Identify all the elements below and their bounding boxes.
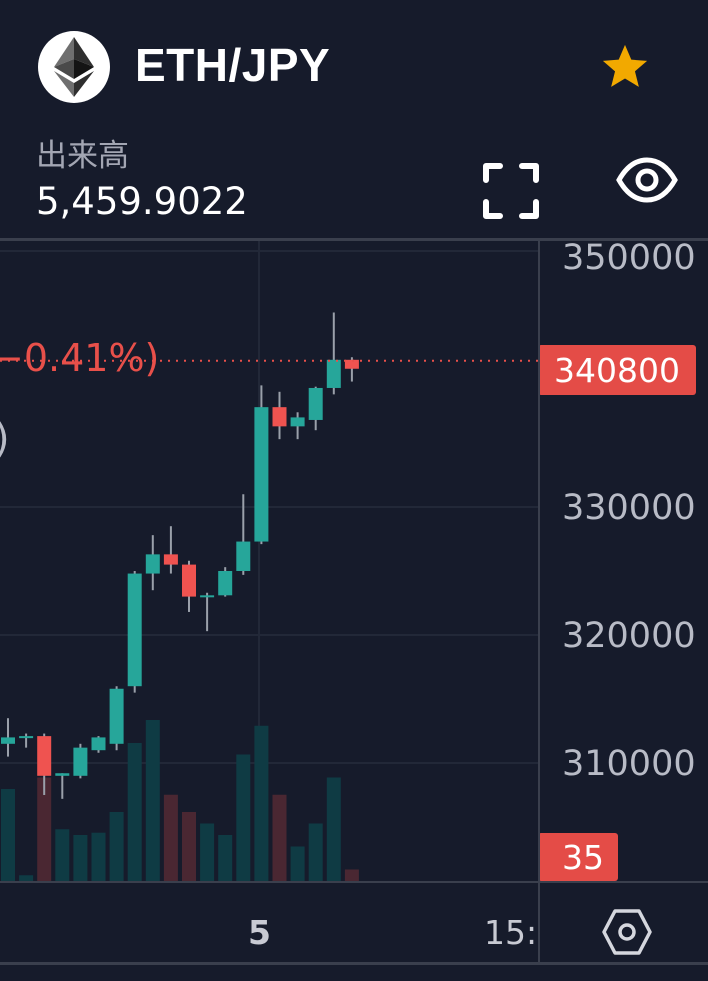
volume-bar xyxy=(236,754,251,881)
volume-bar xyxy=(19,875,34,881)
volume-bar xyxy=(109,812,124,881)
current-price-tag: 340800 xyxy=(538,345,696,395)
price-chart[interactable]: 350000 330000 320000 310000 −0.41%) ) 34… xyxy=(0,241,708,881)
volume-bar xyxy=(1,789,15,881)
favorite-button[interactable] xyxy=(598,40,652,94)
volume-bar xyxy=(200,823,215,881)
candle-body xyxy=(109,688,124,744)
candle-body xyxy=(290,417,305,427)
volume-bar xyxy=(326,777,341,881)
volume-bar xyxy=(91,832,106,881)
candle-body xyxy=(308,387,323,420)
time-axis: 5 15:( xyxy=(0,881,708,963)
volume-value: 5,459.9022 xyxy=(36,180,248,223)
candle-body xyxy=(272,407,287,427)
ethereum-icon xyxy=(38,31,110,103)
volume-bar xyxy=(163,794,178,881)
hexagon-settings-icon xyxy=(602,909,652,955)
candle-body xyxy=(37,736,52,776)
volume-label: 出来高 xyxy=(36,138,129,174)
price-axis-label-350000: 350000 xyxy=(562,241,696,278)
candle-body xyxy=(200,595,215,598)
candle-body xyxy=(73,747,88,776)
volume-bar xyxy=(145,720,160,881)
price-axis-label-320000: 320000 xyxy=(562,616,696,656)
candle-body xyxy=(145,554,160,574)
candle-body xyxy=(55,773,70,776)
price-axis-label-310000: 310000 xyxy=(562,744,696,784)
header-divider xyxy=(0,238,708,241)
pair-title: ETH/JPY xyxy=(135,39,331,91)
candle-body xyxy=(218,571,233,596)
time-label-day: 5 xyxy=(248,913,271,952)
price-axis-divider xyxy=(538,241,540,963)
volume-bar xyxy=(55,829,70,881)
volume-bar xyxy=(272,794,287,881)
price-change-percent: −0.41%) xyxy=(0,336,160,380)
time-label-time: 15:( xyxy=(484,913,540,952)
volume-bar xyxy=(308,823,323,881)
visibility-toggle-button[interactable] xyxy=(614,152,680,208)
price-axis-label-330000: 330000 xyxy=(562,488,696,528)
volume-bar xyxy=(344,869,359,881)
volume-bar xyxy=(254,725,269,881)
current-volume-tag: 35 xyxy=(538,833,618,881)
chart-settings-button[interactable] xyxy=(600,905,654,959)
bottom-divider xyxy=(0,962,708,965)
eye-icon xyxy=(616,157,678,203)
candlestick-chart-svg xyxy=(0,241,538,881)
candle-body xyxy=(182,564,196,597)
volume-bar xyxy=(127,743,142,881)
candle-body xyxy=(127,573,142,687)
pair-header: ETH/JPY 出来高 5,459.9022 xyxy=(0,0,708,241)
volume-bar xyxy=(73,835,88,881)
fullscreen-icon xyxy=(483,163,539,219)
candle-body xyxy=(344,359,359,369)
candle-body xyxy=(254,407,269,542)
candle-body xyxy=(163,554,178,565)
candle-body xyxy=(326,359,341,388)
indicator-label-fragment: ) xyxy=(0,419,10,459)
volume-bar xyxy=(182,812,196,881)
candle-body xyxy=(1,737,15,744)
candle-body xyxy=(236,541,251,571)
star-icon xyxy=(602,44,648,87)
volume-bar xyxy=(37,777,52,881)
candle-body xyxy=(19,736,34,739)
volume-bar xyxy=(218,835,233,881)
fullscreen-button[interactable] xyxy=(478,158,544,224)
volume-bar xyxy=(290,846,305,881)
candle-body xyxy=(91,737,106,751)
